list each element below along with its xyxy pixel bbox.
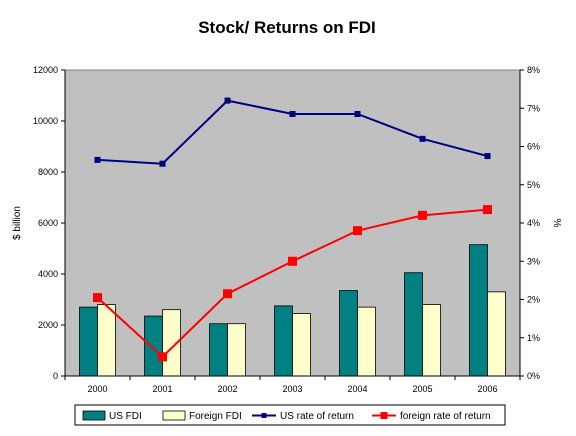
y-tick-label: 6000 xyxy=(38,218,58,228)
chart-title: Stock/ Returns on FDI xyxy=(198,18,376,37)
foreign-fdi-bar xyxy=(292,313,311,377)
us-return-point xyxy=(289,110,296,117)
y-tick-label: 10000 xyxy=(33,116,58,126)
us-fdi-bar xyxy=(144,315,163,377)
y2-tick-label: 0% xyxy=(527,371,540,381)
legend-us-return-marker xyxy=(261,413,267,418)
legend-us-return-label: US rate of return xyxy=(280,411,354,422)
us-return-point xyxy=(224,97,231,104)
foreign-fdi-bar xyxy=(487,291,506,377)
foreign-return-point xyxy=(158,352,167,362)
y2-tick-label: 5% xyxy=(527,180,540,190)
y-tick-label: 8000 xyxy=(38,167,58,177)
legend-foreign-fdi-label: Foreign FDI xyxy=(189,411,242,422)
y2-tick-label: 4% xyxy=(527,218,540,228)
foreign-return-point xyxy=(353,226,362,236)
foreign-return-point xyxy=(418,210,427,220)
us-return-point xyxy=(354,110,361,117)
y2-tick-label: 1% xyxy=(527,333,540,343)
legend-us-fdi-swatch xyxy=(82,410,106,421)
y2-tick-label: 6% xyxy=(527,142,540,152)
y-tick-label: 4000 xyxy=(38,269,58,279)
foreign-fdi-bar xyxy=(422,304,441,377)
foreign-fdi-bar xyxy=(97,304,116,377)
y2-tick-label: 3% xyxy=(527,256,540,266)
x-tick-label: 2005 xyxy=(412,384,432,394)
x-tick-label: 2006 xyxy=(477,384,497,394)
y-tick-label: 12000 xyxy=(33,65,58,75)
y-tick-label: 0 xyxy=(53,371,58,381)
us-return-point xyxy=(419,135,426,142)
legend-foreign-fdi-swatch xyxy=(162,410,186,421)
us-fdi-bar xyxy=(274,305,293,377)
foreign-return-point xyxy=(483,205,492,215)
y2-axis-label: % xyxy=(551,219,562,228)
x-tick-label: 2003 xyxy=(282,384,302,394)
foreign-fdi-bar xyxy=(227,323,246,377)
us-fdi-bar xyxy=(404,272,423,377)
legend: US FDI Foreign FDI US rate of return foreig… xyxy=(74,404,506,426)
us-return-point xyxy=(484,153,491,160)
y2-tick-label: 7% xyxy=(527,103,540,113)
foreign-fdi-bar xyxy=(357,306,376,377)
us-return-point xyxy=(94,156,101,163)
us-return-point xyxy=(159,160,166,167)
y2-tick-label: 2% xyxy=(527,295,540,305)
legend-foreign-return-marker xyxy=(380,412,388,419)
foreign-return-point xyxy=(223,289,232,299)
x-tick-label: 2002 xyxy=(217,384,237,394)
x-tick-label: 2004 xyxy=(347,384,367,394)
x-tick-label: 2000 xyxy=(87,384,107,394)
us-fdi-bar xyxy=(79,306,98,377)
foreign-return-point xyxy=(288,256,297,266)
y2-tick-label: 8% xyxy=(527,65,540,75)
us-fdi-bar xyxy=(339,290,358,377)
y-tick-label: 2000 xyxy=(38,320,58,330)
legend-foreign-return-label: foreign rate of return xyxy=(400,411,491,422)
y-axis-label: $ billion xyxy=(12,206,23,240)
legend-us-fdi-label: US FDI xyxy=(109,411,142,422)
us-fdi-bar xyxy=(209,323,228,377)
x-tick-label: 2001 xyxy=(152,384,172,394)
us-fdi-bar xyxy=(469,244,488,377)
foreign-return-point xyxy=(93,293,102,303)
